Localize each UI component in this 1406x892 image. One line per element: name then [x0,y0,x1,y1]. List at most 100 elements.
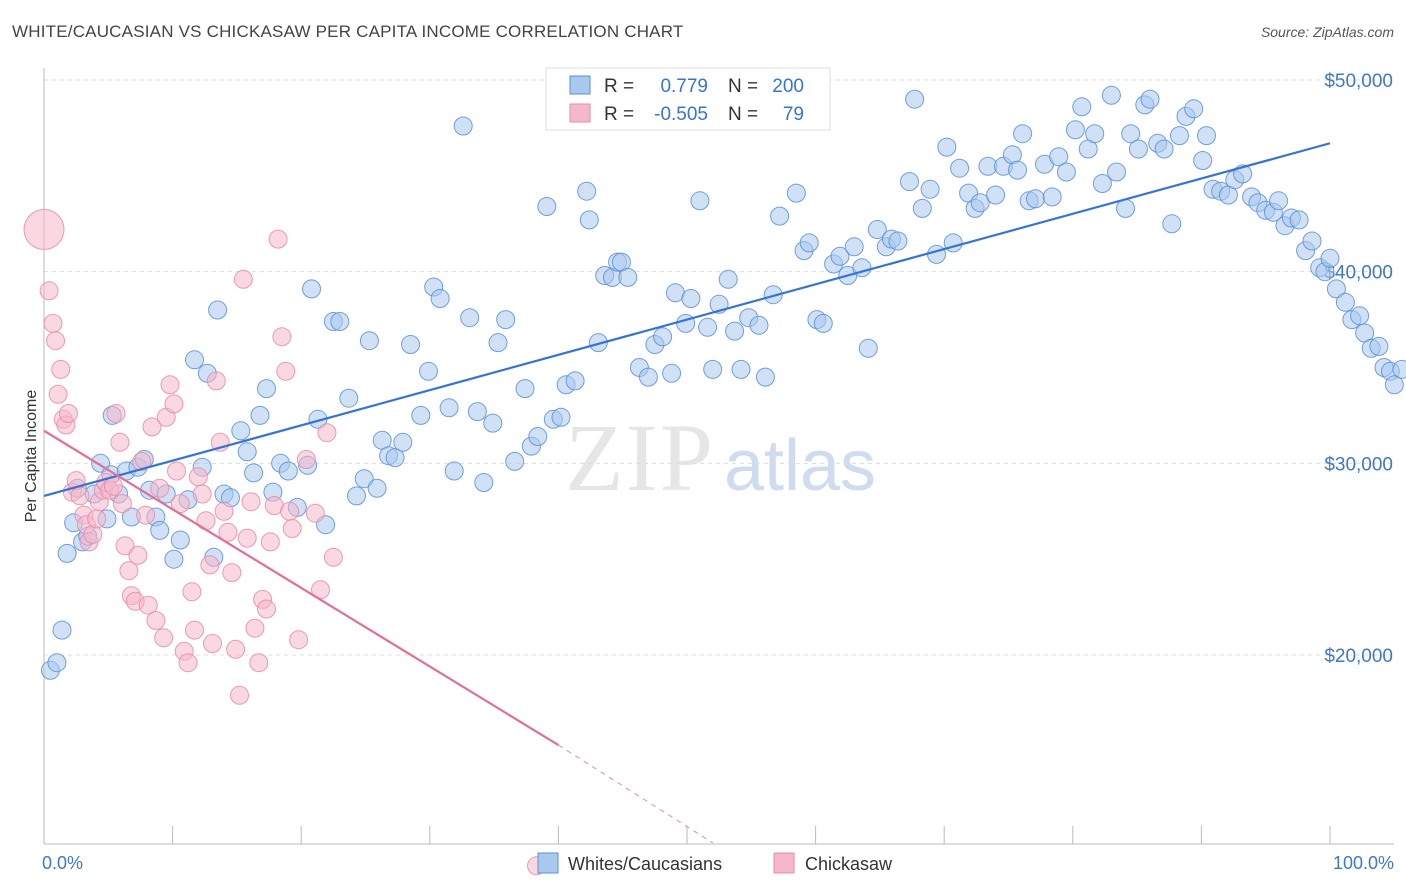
whites-point [393,432,413,452]
whites-point [1392,359,1406,379]
chickasaw-point [305,503,325,523]
whites-point [1154,139,1174,159]
whites-point [565,371,585,391]
whites-point [1056,162,1076,182]
chickasaw-point [87,509,107,529]
legend-r-value-whites: 0.779 [660,76,708,97]
whites-point [1140,89,1160,109]
chickasaw-point [249,653,269,673]
whites-point [1072,97,1092,117]
whites-point [483,413,503,433]
legend-n-value-whites: 200 [772,76,804,97]
whites-point [1326,279,1346,299]
x-tick-label-max: 100.0% [1333,853,1394,873]
whites-point [257,379,276,399]
whites-point [460,308,480,328]
whites-point [385,448,405,468]
whites-point [401,335,420,354]
whites-point [528,427,548,446]
chickasaw-point [154,628,174,648]
whites-point [170,530,190,550]
chickasaw-point [206,371,226,391]
chickasaw-point [282,519,302,538]
y-tick-label: $20,000 [1324,646,1393,667]
whites-point [986,185,1006,205]
whites-point [208,300,228,320]
whites-point [1107,162,1126,182]
whites-point [937,137,957,157]
legend-n-value-chickasaw: 79 [783,104,804,125]
whites-point [430,289,450,308]
chickasaw-point [150,478,170,498]
chickasaw-point [132,451,152,471]
whites-point [47,653,67,673]
trend-line-chickasaw-extension [558,744,714,844]
whites-point [1042,187,1062,207]
chickasaw-point [280,501,300,521]
whites-point [231,421,251,441]
legend-bottom: Whites/Caucasians Chickasaw [537,852,893,874]
chickasaw-point [289,630,309,650]
whites-point [725,321,745,341]
whites-point [237,442,257,462]
whites-point [858,338,878,358]
chickasaw-point [51,359,71,379]
whites-point [1092,174,1112,193]
chickasaw-point [188,467,208,487]
chickasaw-point [48,384,68,404]
whites-point [444,461,464,481]
whites-point [718,269,738,289]
legend-n-label-chickasaw: N = [728,104,758,125]
legend-r-label-whites: R = [604,76,634,97]
watermark-zip: ZIP [565,404,715,511]
whites-point [164,549,184,569]
whites-point [278,461,298,481]
chickasaw-point [23,209,65,250]
chickasaw-point [43,313,63,333]
whites-point [1320,248,1340,268]
legend-bottom-swatch-chickasaw [773,852,795,874]
chickasaw-point [160,375,180,395]
chickasaw-point [128,545,148,565]
whites-point [1369,336,1389,356]
chickasaw-point [203,634,222,653]
x-ticks [43,826,1331,844]
chickasaw-point [178,653,198,673]
whites-point [703,359,723,379]
whites-point [1121,124,1141,144]
chickasaw-point [136,505,156,525]
whites-point [662,363,682,383]
legend-top-box [545,67,831,131]
whites-point [900,172,919,192]
whites-point [347,486,366,506]
whites-point [551,407,571,427]
chickasaw-point [170,494,190,514]
trend-line-whites [43,142,1331,497]
chickasaw-point [296,450,316,469]
series-chickasaw-points [23,209,546,876]
trend-lines [43,142,1331,844]
whites-point [1302,231,1322,251]
whites-point [905,89,925,109]
whites-point [1384,375,1404,395]
chickasaw-point [142,417,162,437]
whites-point [1101,85,1121,105]
whites-point [474,473,494,492]
chickasaw-point [46,331,66,351]
chickasaw-point [167,461,186,481]
chickasaw-point [317,423,337,443]
whites-point [244,463,264,483]
whites-point [367,478,387,498]
whites-point [1170,126,1189,146]
legend-bottom-label-chickasaw: Chickasaw [805,854,893,874]
chickasaw-point [192,484,212,504]
whites-point [579,210,599,230]
legend-r-label-chickasaw: R = [604,104,634,125]
chickasaw-point [138,595,158,615]
x-tick-label-min: 0.0% [42,853,83,873]
chickasaw-point [106,404,126,423]
whites-point [57,543,77,563]
whites-point [453,116,473,136]
whites-point [150,520,170,540]
